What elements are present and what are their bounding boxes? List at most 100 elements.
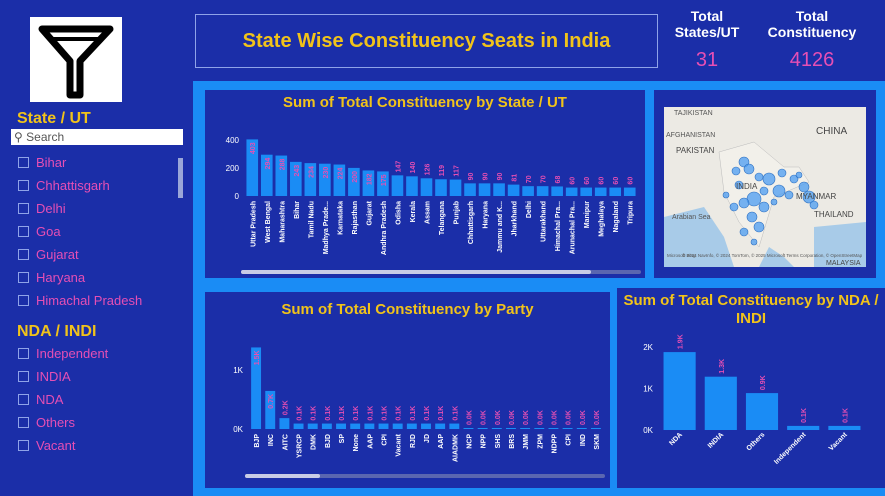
state-option[interactable]: Haryana <box>18 266 142 289</box>
alliance-option[interactable]: INDIA <box>18 365 108 388</box>
data-label: 0.1K <box>452 406 459 421</box>
alliance-chart-panel: Sum of Total Constituency by NDA / INDI … <box>617 288 885 488</box>
state-chart-title: Sum of Total Constituency by State / UT <box>283 94 567 111</box>
map-bubble <box>739 227 749 237</box>
alliance-option[interactable]: Vacant <box>18 434 108 457</box>
category-label: BJD <box>325 434 332 448</box>
bar <box>522 186 534 196</box>
bar <box>350 423 361 429</box>
checkbox[interactable] <box>18 203 29 214</box>
category-label: Assam <box>424 201 431 224</box>
checkbox[interactable] <box>18 417 29 428</box>
bar <box>251 347 262 429</box>
alliance-slicer-title: NDA / INDI <box>17 323 97 340</box>
kpi-states-value: 31 <box>695 49 719 71</box>
map-label: AFGHANISTAN <box>666 132 715 139</box>
bar <box>319 163 331 196</box>
data-label: 0.0K <box>580 410 587 425</box>
category-label: BRS <box>509 434 516 449</box>
category-label: West Bengal <box>265 201 272 243</box>
state-search-input[interactable]: ⚲ Search <box>11 129 183 145</box>
category-label: None <box>353 434 360 452</box>
category-label: Arunachal Pra... <box>570 201 577 254</box>
checkbox[interactable] <box>18 371 29 382</box>
category-label: Kerala <box>410 201 417 223</box>
data-label: 0.1K <box>353 406 360 421</box>
category-label: Bihar <box>294 201 301 219</box>
checkbox[interactable] <box>18 440 29 451</box>
checkbox[interactable] <box>18 180 29 191</box>
data-label: 119 <box>439 165 446 176</box>
data-label: 0.2K <box>282 400 289 415</box>
category-label: IND <box>580 434 587 446</box>
map-label: MYANMAR <box>796 192 837 201</box>
checkbox[interactable] <box>18 295 29 306</box>
checkbox[interactable] <box>18 157 29 168</box>
category-label: INC <box>268 434 275 446</box>
india-map[interactable]: TAJIKISTAN AFGHANISTAN PAKISTAN CHINA IN… <box>664 107 866 267</box>
checkbox[interactable] <box>18 249 29 260</box>
category-label: Tripura <box>628 201 635 225</box>
state-option[interactable]: Gujarat <box>18 243 142 266</box>
category-label: Rajasthan <box>352 201 359 234</box>
bar <box>464 183 476 196</box>
category-label: Gujarat <box>366 200 373 225</box>
state-option[interactable]: Bihar <box>18 151 142 174</box>
map-bubble <box>731 166 741 176</box>
state-chart-panel: Sum of Total Constituency by State / UT … <box>205 90 645 278</box>
category-label: YSRCP <box>297 434 304 458</box>
checkbox[interactable] <box>18 272 29 283</box>
bar <box>321 423 332 429</box>
bar <box>520 428 531 429</box>
map-bubble <box>762 172 776 186</box>
checkbox[interactable] <box>18 394 29 405</box>
alliance-bar-chart: 2K 1K 0K 1.9K NDA 1.3K INDIA 0.9K Others 0.1K Inde… <box>643 334 861 466</box>
data-label: 60 <box>599 177 606 185</box>
data-label: 0.1K <box>311 406 318 421</box>
bar <box>406 423 417 429</box>
alliance-option[interactable]: Others <box>18 411 108 434</box>
bar <box>536 186 549 196</box>
bar <box>594 187 607 196</box>
alliance-option[interactable]: NDA <box>18 388 108 411</box>
bar <box>260 154 273 196</box>
state-option[interactable]: Himachal Pradesh <box>18 289 142 312</box>
alliance-option[interactable]: Independent <box>18 342 108 365</box>
state-slicer-scrollbar[interactable] <box>178 158 183 198</box>
bar <box>478 183 491 196</box>
bar <box>580 187 592 196</box>
data-label: 147 <box>395 161 402 173</box>
data-label: 403 <box>250 142 257 154</box>
data-label: 90 <box>468 172 475 180</box>
state-option[interactable]: Chhattisgarh <box>18 174 142 197</box>
map-bubble <box>722 191 730 199</box>
bar <box>562 428 573 429</box>
page-title: State Wise Constituency Seats in India <box>242 29 611 52</box>
state-option[interactable]: Goa <box>18 220 142 243</box>
data-label: 294 <box>265 158 272 170</box>
state-slicer-list: Bihar Chhattisgarh Delhi Goa Gujarat Har… <box>18 151 142 312</box>
chart-scrollbar-thumb <box>245 474 320 478</box>
map-bubble <box>770 198 778 206</box>
checkbox[interactable] <box>18 348 29 359</box>
checkbox[interactable] <box>18 226 29 237</box>
y-tick-label: 400 <box>226 136 240 145</box>
category-label: INDIA <box>707 431 725 449</box>
map-bubble <box>759 186 769 196</box>
data-label: 60 <box>628 177 635 185</box>
category-label: Jharkhand <box>512 201 519 236</box>
bar <box>406 176 418 196</box>
chart-scrollbar-track <box>245 474 605 478</box>
category-label: NPP <box>481 434 488 449</box>
category-label: CPI <box>566 434 573 446</box>
category-label: Karnataka <box>337 201 344 235</box>
data-label: 0.1K <box>297 406 304 421</box>
category-label: Himachal Pra... <box>555 201 562 251</box>
map-attribution: © 2024 NavInfo, © 2024 TomTom, © 2025 Mi… <box>682 252 863 258</box>
data-label: 1.5K <box>254 350 261 365</box>
state-option[interactable]: Delhi <box>18 197 142 220</box>
map-bubble <box>729 202 739 212</box>
bar <box>623 187 636 196</box>
map-bubble <box>809 200 819 210</box>
category-label: Delhi <box>526 201 533 218</box>
